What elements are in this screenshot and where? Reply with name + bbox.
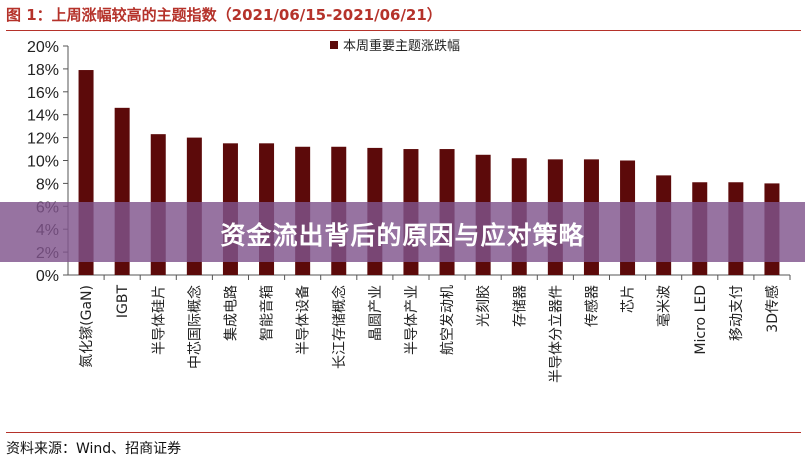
x-tick-label: 存储器 <box>512 285 528 327</box>
x-tick-label: 晶圆产业 <box>368 285 384 341</box>
x-tick-label: 芯片 <box>621 285 637 313</box>
x-tick-label: 中芯国际概念 <box>186 285 203 369</box>
x-tick-label: 移动支付 <box>729 285 745 341</box>
x-tick-label: 3D传感 <box>764 285 781 333</box>
y-tick-label: 12% <box>27 131 59 148</box>
x-tick-label: 航空发动机 <box>440 285 456 355</box>
y-tick-label: 8% <box>36 176 59 193</box>
x-tick-label: 半导体产业 <box>404 285 420 355</box>
y-tick-label: 16% <box>27 85 59 102</box>
legend: 本周重要主题涨跌幅 <box>330 38 460 54</box>
x-tick-label: IGBT <box>115 285 131 319</box>
banner-text: 资金流出背后的原因与应对策略 <box>220 221 585 250</box>
legend-swatch <box>330 41 338 49</box>
x-tick-label: 传感器 <box>583 285 600 327</box>
x-tick-label: 长江存储概念 <box>331 285 348 369</box>
legend-label: 本周重要主题涨跌幅 <box>343 38 460 54</box>
x-tick-label: Micro LED <box>693 285 709 355</box>
y-tick-label: 0% <box>36 268 59 285</box>
source-divider <box>6 432 801 433</box>
overlay-banner: 资金流出背后的原因与应对策略 <box>0 202 805 262</box>
x-tick-label: 半导体设备 <box>295 285 312 355</box>
source-note: 资料来源：Wind、招商证券 <box>6 441 182 457</box>
x-tick-label: 光刻胶 <box>475 285 492 327</box>
y-tick-label: 10% <box>27 154 59 171</box>
x-tick-label: 半导体分立器件 <box>548 285 564 383</box>
x-axis: 氮化镓(GaN) IGBT 半导体硅片 中芯国际概念 集成电路 智能音箱 半导体设备 长江存储… <box>68 274 791 383</box>
y-tick-label: 18% <box>27 62 59 79</box>
x-tick-label: 毫米波 <box>656 285 673 327</box>
x-tick-label: 集成电路 <box>222 285 239 341</box>
figure-title: 图 1：上周涨幅较高的主题指数（2021/06/15-2021/06/21） <box>6 6 442 24</box>
y-tick-label: 14% <box>27 108 59 125</box>
x-tick-label: 半导体硅片 <box>151 285 167 355</box>
x-tick-label: 智能音箱 <box>259 285 276 341</box>
y-tick-label: 20% <box>27 39 59 56</box>
x-tick-label: 氮化镓(GaN) <box>79 285 95 368</box>
title-divider <box>6 30 801 31</box>
